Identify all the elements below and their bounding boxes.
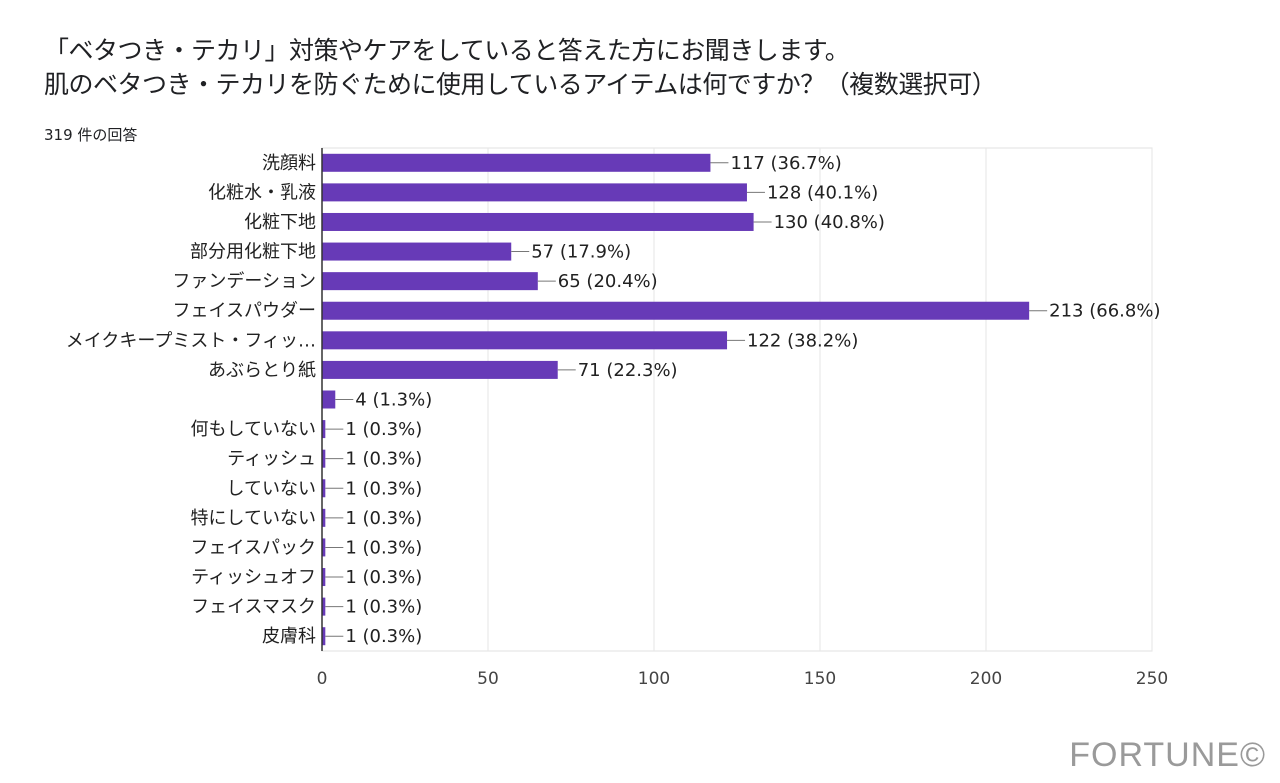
data-label: 1 (0.3%) (345, 537, 422, 558)
category-label: 化粧水・乳液 (208, 182, 316, 203)
data-label: 1 (0.3%) (345, 419, 422, 440)
category-label: フェイスパウダー (173, 301, 316, 322)
data-label: 117 (36.7%) (730, 153, 841, 174)
data-label: 1 (0.3%) (345, 508, 422, 529)
category-label: 化粧下地 (244, 212, 316, 233)
data-label: 122 (38.2%) (747, 330, 858, 351)
category-label: 特にしていない (191, 508, 316, 529)
category-label: フェイスマスク (191, 597, 316, 618)
category-label: ファンデーション (172, 271, 316, 292)
x-tick-label: 100 (638, 669, 670, 689)
data-label: 65 (20.4%) (558, 271, 658, 292)
bar (322, 479, 326, 498)
bar (322, 183, 747, 202)
data-label: 1 (0.3%) (345, 478, 422, 499)
title-line-2: 肌のベタつき・テカリを防ぐために使用しているアイテムは何ですか？（複数選択可） (44, 70, 997, 99)
bar (322, 301, 1030, 320)
bar (322, 153, 711, 172)
data-label: 1 (0.3%) (345, 449, 422, 470)
bar (322, 597, 326, 616)
category-label: 洗顔料 (262, 153, 316, 174)
category-label: 何もしていない (191, 419, 316, 440)
bar (322, 360, 558, 379)
data-label: 1 (0.3%) (345, 597, 422, 618)
category-label: フェイスパック (191, 537, 316, 558)
x-tick-label: 150 (804, 669, 836, 689)
bar (322, 390, 336, 409)
x-tick-label: 0 (317, 669, 328, 689)
data-label: 71 (22.3%) (578, 360, 678, 381)
bar (322, 212, 754, 231)
data-label: 128 (40.1%) (767, 182, 878, 203)
data-label: 1 (0.3%) (345, 567, 422, 588)
watermark: FORTUNE© (1069, 736, 1266, 774)
bar (322, 508, 326, 527)
data-label: 213 (66.8%) (1049, 301, 1160, 322)
response-count: 319 件の回答 (44, 126, 138, 144)
category-label: ティッシュオフ (191, 567, 316, 588)
category-label: メイクキープミスト・フィッ… (66, 330, 316, 351)
bar (322, 242, 512, 261)
bar (322, 568, 326, 587)
data-label: 57 (17.9%) (531, 242, 631, 263)
x-tick-label: 200 (970, 669, 1002, 689)
category-label: あぶらとり紙 (208, 360, 316, 381)
bar (322, 331, 728, 350)
bar (322, 449, 326, 468)
chart-title: 「ベタつき・テカリ」対策やケアをしていると答えた方にお聞きします。 肌のベタつき… (44, 34, 997, 102)
category-label: ティッシュ (227, 449, 316, 470)
data-label: 4 (1.3%) (355, 390, 432, 411)
title-line-1: 「ベタつき・テカリ」対策やケアをしていると答えた方にお聞きします。 (44, 36, 850, 65)
data-label: 130 (40.8%) (774, 212, 885, 233)
bar (322, 538, 326, 557)
bar (322, 272, 538, 291)
x-tick-label: 50 (477, 669, 499, 689)
category-label: 皮膚科 (262, 626, 316, 647)
bar (322, 420, 326, 439)
category-label: していない (227, 478, 316, 499)
category-label: 部分用化粧下地 (190, 242, 316, 263)
data-label: 1 (0.3%) (345, 626, 422, 647)
x-tick-label: 250 (1136, 669, 1168, 689)
bar (322, 627, 326, 646)
